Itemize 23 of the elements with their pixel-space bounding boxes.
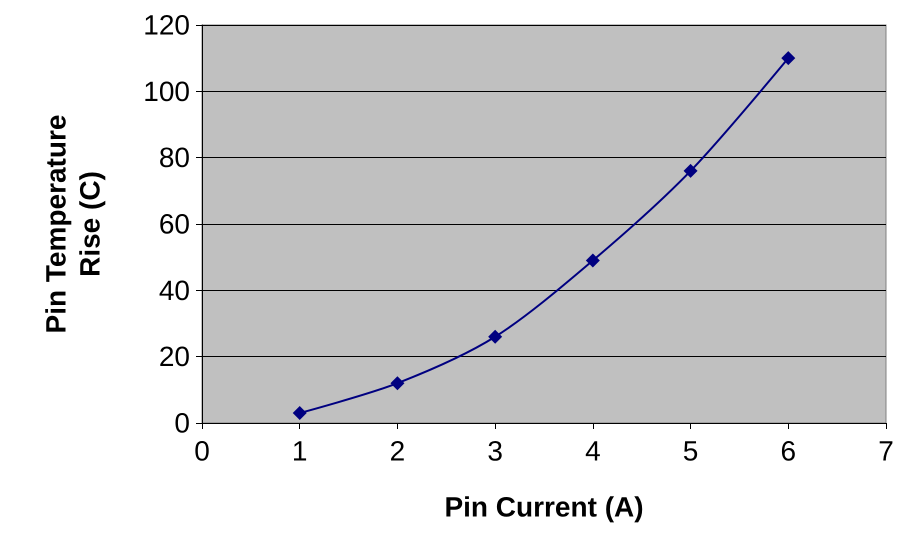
- y-tick-label: 120: [143, 10, 190, 40]
- x-tick-label: 4: [585, 436, 601, 466]
- y-tick-label: 80: [158, 142, 190, 174]
- x-tick-label: 1: [292, 436, 308, 466]
- y-axis-title: Pin Temperature Rise (C): [40, 114, 106, 334]
- y-tick-label: 40: [158, 274, 190, 306]
- x-tick-label: 3: [487, 436, 503, 466]
- point: [684, 164, 698, 178]
- x-tick-label: 5: [682, 436, 698, 466]
- point: [586, 253, 600, 268]
- point: [781, 51, 796, 66]
- x-tick-label: 7: [878, 436, 894, 466]
- point: [292, 406, 307, 420]
- point: [488, 330, 502, 344]
- x-tick-label: 6: [780, 436, 796, 466]
- y-tick-label: 100: [143, 76, 190, 107]
- point: [390, 376, 404, 390]
- x-axis-title: Pin Current (A): [444, 492, 644, 522]
- y-tick-label: 20: [158, 341, 190, 372]
- x-tick-label: 0: [194, 436, 210, 466]
- x-tick-label: 2: [390, 436, 406, 466]
- y-tick-label: 0: [174, 408, 190, 438]
- y-tick-label: 60: [158, 208, 190, 240]
